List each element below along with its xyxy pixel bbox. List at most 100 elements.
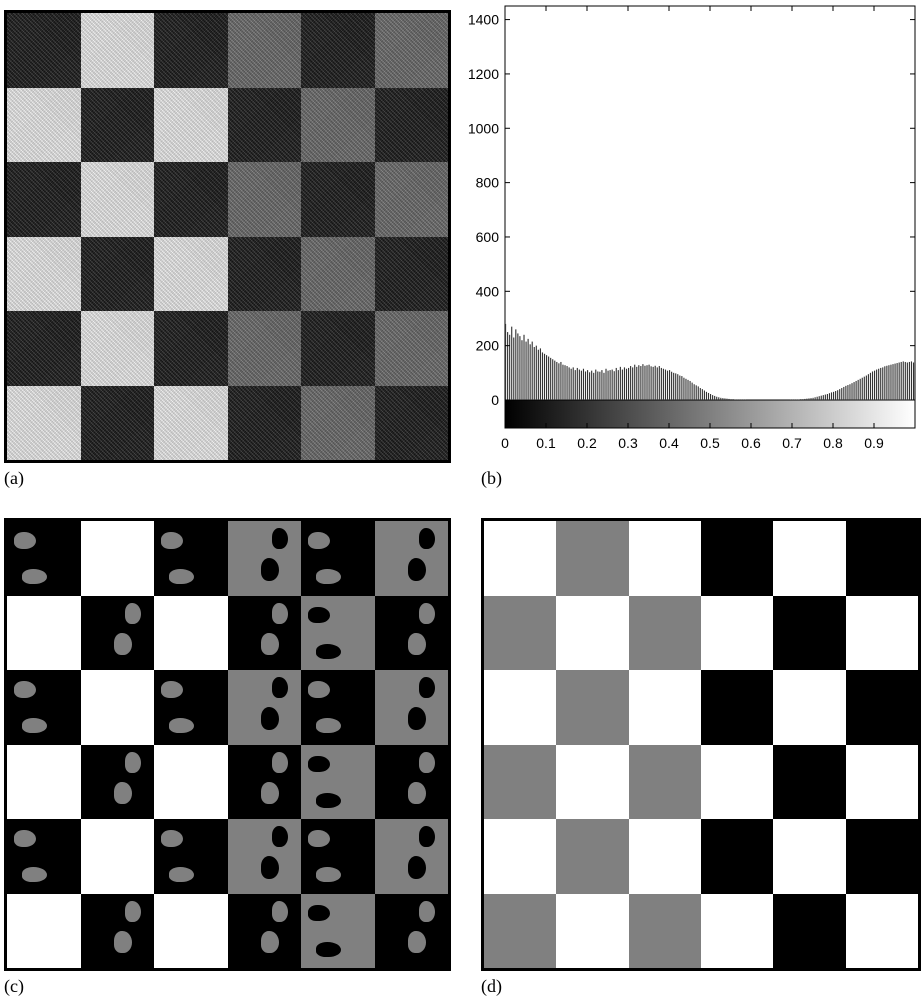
grid-cell xyxy=(701,744,774,819)
histogram-bar xyxy=(623,367,626,400)
grid-cell xyxy=(773,893,846,968)
texture-blob xyxy=(418,751,435,773)
texture-blob xyxy=(124,900,141,922)
texture-blob xyxy=(308,904,331,922)
grid-cell xyxy=(301,311,375,386)
histogram-bar xyxy=(728,398,730,400)
histogram-bar xyxy=(527,338,529,400)
histogram-bar xyxy=(855,380,857,400)
histogram-bar xyxy=(818,396,820,400)
panel-d-segmentation-clean xyxy=(481,518,921,971)
grid-cell xyxy=(845,744,918,819)
histogram-bar xyxy=(605,368,607,400)
grid-cell xyxy=(7,162,81,237)
texture-blob xyxy=(124,602,141,624)
histogram-bar xyxy=(537,349,539,400)
texture-blob xyxy=(271,677,288,699)
histogram-bar xyxy=(505,323,507,400)
grid-cell xyxy=(227,744,301,819)
histogram-bar xyxy=(548,356,550,400)
caption-b: (b) xyxy=(481,468,502,488)
grid-cell xyxy=(556,595,629,670)
grid-cell xyxy=(227,521,301,596)
texture-blob xyxy=(418,900,435,922)
histogram-bar xyxy=(822,395,824,400)
grid-cell xyxy=(628,595,701,670)
grid-cell xyxy=(80,670,154,745)
grid-c xyxy=(7,521,448,968)
texture-blob xyxy=(407,781,426,805)
histogram-bar xyxy=(666,370,669,400)
grid-cell xyxy=(556,521,629,596)
grid-cell xyxy=(7,87,81,162)
panel-c-segmentation xyxy=(4,518,451,971)
texture-blob xyxy=(113,930,132,954)
histogram-bar xyxy=(570,368,572,400)
grid-cell xyxy=(227,670,301,745)
histogram-bar xyxy=(517,333,519,400)
grid-cell xyxy=(7,236,81,311)
histogram-bar xyxy=(673,372,675,400)
histogram-bar xyxy=(679,375,681,400)
histogram-bar xyxy=(710,394,712,400)
histogram-bar xyxy=(890,364,892,400)
x-tick-label: 0 xyxy=(501,435,509,451)
histogram-bar xyxy=(720,397,722,400)
histogram-bar xyxy=(730,399,732,400)
y-tick-label: 600 xyxy=(476,229,500,245)
grid-cell xyxy=(374,162,448,237)
histogram-bar xyxy=(900,361,902,400)
histogram-bar xyxy=(564,365,566,400)
grid-cell xyxy=(374,521,448,596)
texture-blob xyxy=(161,830,184,847)
histogram-bar xyxy=(625,368,628,400)
histogram-bar xyxy=(509,334,511,400)
grid-cell xyxy=(301,670,375,745)
texture-blob xyxy=(124,751,141,773)
histogram-bar xyxy=(837,390,839,400)
panel-a-noisy-image xyxy=(4,10,451,463)
texture-blob xyxy=(21,867,48,883)
histogram-bar xyxy=(558,363,560,400)
histogram-bar xyxy=(833,391,835,400)
grid-cell xyxy=(154,521,228,596)
histogram-bar xyxy=(697,386,699,400)
x-tick-label: 0.1 xyxy=(536,435,556,451)
grid-cell xyxy=(7,385,81,460)
texture-blob xyxy=(260,558,279,581)
texture-blob xyxy=(315,718,342,734)
texture-blob xyxy=(407,707,426,730)
grid-cell xyxy=(556,744,629,819)
histogram-bar xyxy=(693,384,695,400)
histogram-bar xyxy=(902,361,904,400)
grid-cell xyxy=(374,595,448,670)
grid-cell xyxy=(80,385,154,460)
histogram-bar xyxy=(724,398,726,400)
grid-cell xyxy=(845,670,918,745)
texture-blob xyxy=(308,606,331,624)
histogram-bar xyxy=(529,344,531,400)
histogram-bar xyxy=(525,341,527,400)
histogram-bar xyxy=(507,332,509,400)
grid-cell xyxy=(80,13,154,88)
histogram-bar xyxy=(857,379,859,400)
histogram-bar xyxy=(539,348,541,400)
histogram-bar xyxy=(533,347,535,400)
histogram-bar xyxy=(707,392,710,400)
grid-cell xyxy=(374,236,448,311)
histogram-bar xyxy=(654,365,656,400)
grid-cell xyxy=(301,236,375,311)
texture-blob xyxy=(271,751,288,773)
histogram-bar xyxy=(820,395,822,400)
texture-blob xyxy=(113,632,132,656)
grid-d xyxy=(484,521,918,968)
texture-blob xyxy=(407,930,426,954)
grid-cell xyxy=(227,819,301,894)
grid-cell xyxy=(374,744,448,819)
histogram-bar xyxy=(714,395,716,400)
histogram-bar xyxy=(796,399,798,400)
y-tick-label: 1400 xyxy=(468,12,499,28)
grid-cell xyxy=(773,670,846,745)
texture-blob xyxy=(260,781,279,805)
histogram-bar xyxy=(535,345,537,400)
